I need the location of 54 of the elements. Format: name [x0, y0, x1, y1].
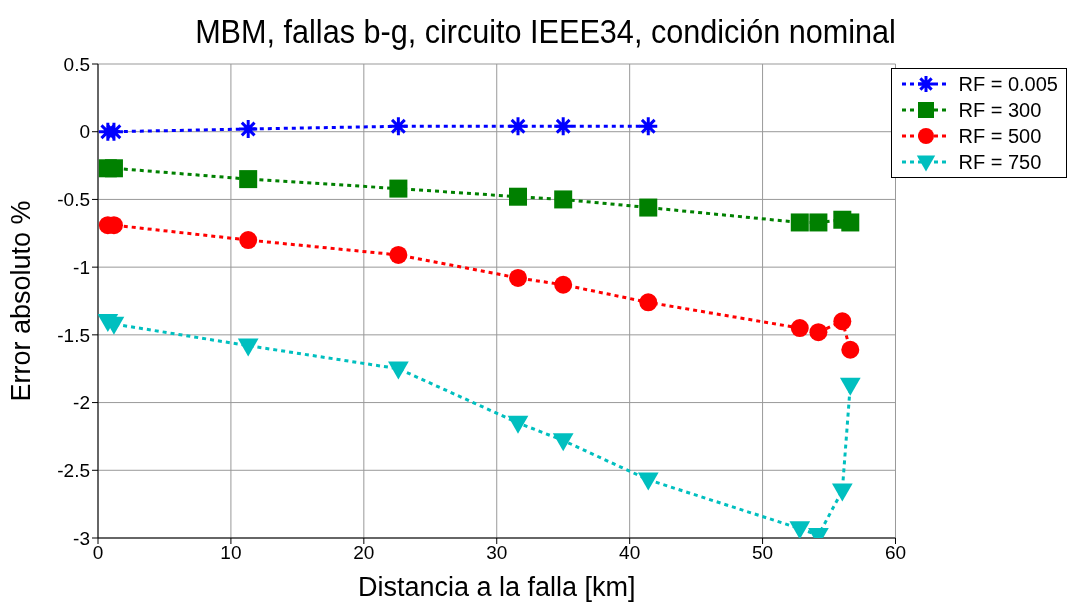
point	[789, 521, 811, 538]
y-tick-label: -2	[73, 392, 90, 414]
x-axis-title: Distancia a la falla [km]	[357, 572, 636, 602]
point	[509, 187, 528, 206]
point	[809, 323, 828, 342]
y-tick-label: -3	[73, 527, 90, 549]
x-tick-label: 0	[92, 542, 104, 564]
point	[237, 118, 259, 140]
y-tick-label: 0.5	[63, 53, 90, 75]
point	[790, 319, 809, 338]
point	[554, 190, 573, 209]
legend-label: RF = 0.005	[958, 72, 1058, 96]
point	[841, 213, 860, 232]
point	[839, 377, 861, 396]
point	[239, 231, 258, 250]
point	[507, 115, 529, 137]
point	[809, 213, 828, 232]
x-tick-label: 20	[353, 542, 375, 564]
point	[507, 415, 529, 434]
x-tick-label: 60	[884, 542, 907, 564]
x-tick-label: 10	[220, 542, 242, 564]
point	[552, 433, 574, 452]
point	[554, 275, 573, 294]
legend-label: RF = 300	[958, 98, 1042, 122]
y-tick-label: -1	[73, 256, 90, 278]
point	[639, 198, 658, 217]
point	[389, 245, 408, 264]
point	[637, 115, 659, 137]
point	[239, 170, 258, 189]
x-tick-label: 40	[619, 542, 641, 564]
x-tick-label: 50	[752, 542, 774, 564]
point	[103, 121, 125, 143]
x-tick-label: 30	[486, 542, 508, 564]
point	[387, 115, 409, 137]
y-tick-label: -0.5	[57, 189, 90, 211]
y-tick-label: -2.5	[57, 460, 90, 482]
legend-label: RF = 750	[958, 150, 1042, 174]
point	[389, 179, 408, 198]
point	[552, 115, 574, 137]
chart-title: MBM, fallas b-g, circuito IEEE34, condición nominal	[194, 11, 897, 52]
point	[104, 159, 123, 178]
point	[833, 312, 852, 331]
point	[841, 340, 860, 359]
point	[637, 472, 659, 491]
y-tick-label: 0	[79, 121, 90, 143]
point	[388, 361, 409, 380]
legend-label: RF = 500	[958, 124, 1042, 148]
point	[639, 293, 658, 312]
point	[237, 338, 259, 357]
y-tick-label: -1.5	[57, 324, 90, 346]
point	[831, 483, 853, 502]
y-axis-title: Error absoluto %	[5, 200, 36, 402]
point	[509, 268, 528, 287]
point	[790, 213, 809, 232]
